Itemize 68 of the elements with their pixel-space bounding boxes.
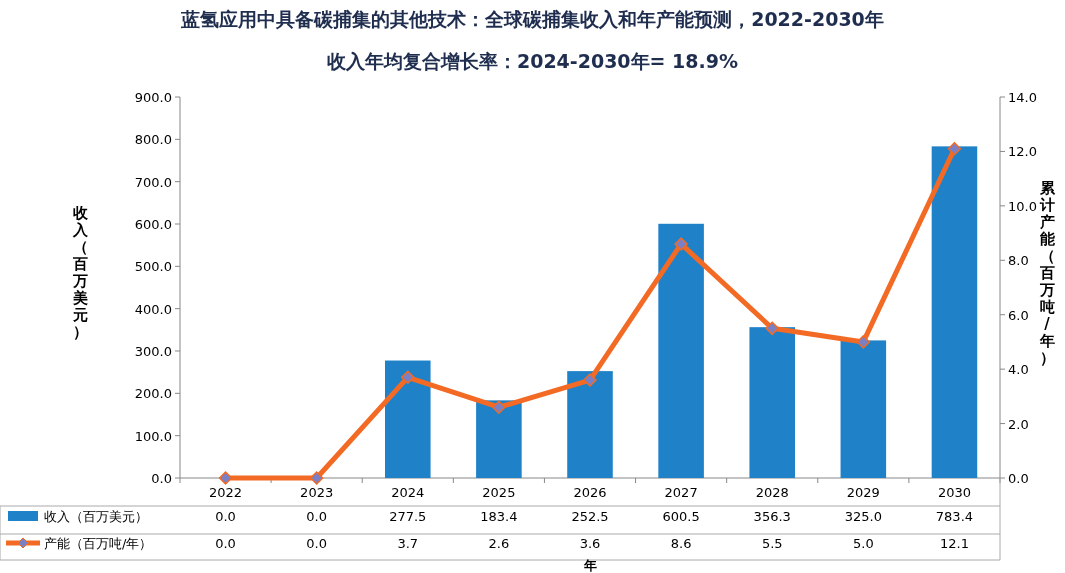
x-tick-label: 2028 — [755, 485, 789, 500]
y-tick-label: 0.0 — [151, 471, 172, 486]
y2-tick-label: 8.0 — [1008, 253, 1029, 269]
bar — [931, 146, 978, 478]
point — [401, 370, 415, 385]
y-tick-label: 700.0 — [134, 174, 172, 190]
data-label: 0.0 — [306, 536, 328, 551]
chart-subtitle: 收入年均复合增长率：2024-2030年= 18.9% — [326, 50, 739, 72]
bar — [385, 360, 431, 478]
data-label: 0.0 — [215, 509, 236, 524]
y-tick-label: 800.0 — [134, 132, 172, 148]
data-label: 3.6 — [579, 536, 601, 551]
data-label: 600.5 — [662, 509, 700, 524]
y2-tick-label: 6.0 — [1008, 307, 1029, 323]
data-label: 5.5 — [761, 536, 783, 551]
x-tick-label: 2030 — [937, 485, 971, 500]
bar — [567, 371, 613, 478]
x-tick-label: 2026 — [573, 485, 607, 500]
point — [218, 471, 233, 485]
y2-tick-label: 2.0 — [1008, 416, 1029, 432]
bar — [476, 400, 522, 478]
legend-label: 产能（百万吨/年） — [44, 536, 153, 551]
point — [947, 141, 962, 156]
x-tick-label: 2025 — [482, 485, 516, 500]
y2-tick-label: 4.0 — [1008, 362, 1029, 378]
y-tick-label: 200.0 — [134, 386, 172, 402]
x-tick-label: 2027 — [664, 485, 698, 500]
y-tick-label: 100.0 — [134, 428, 172, 444]
y2-tick-label: 14.0 — [1008, 90, 1037, 105]
point — [856, 335, 871, 349]
y-tick-label: 400.0 — [134, 301, 172, 317]
x-axis-title: 年 — [582, 558, 597, 573]
bar — [840, 340, 887, 478]
bar — [749, 327, 795, 478]
legend-label: 收入（百万美元） — [44, 509, 148, 524]
y-tick-label: 300.0 — [134, 344, 172, 359]
data-label: 0.0 — [215, 536, 236, 551]
bar — [658, 223, 704, 478]
y2-tick-label: 0.0 — [1008, 471, 1029, 486]
point — [583, 373, 597, 387]
data-label: 325.0 — [844, 509, 882, 524]
y-tick-label: 900.0 — [134, 90, 172, 105]
data-label: 183.4 — [480, 509, 518, 524]
data-label: 783.4 — [935, 509, 974, 524]
text: 累计产能（百万吨/年） — [1039, 178, 1055, 367]
data-label: 5.0 — [852, 536, 874, 551]
x-tick-label: 2023 — [300, 485, 334, 500]
data-label: 8.6 — [670, 536, 692, 551]
data-label: 0.0 — [306, 509, 328, 524]
data-label: 277.5 — [389, 509, 427, 524]
data-label: 252.5 — [571, 509, 609, 524]
data-label: 356.3 — [753, 509, 791, 524]
point — [765, 321, 779, 336]
x-tick-label: 2029 — [846, 485, 880, 500]
point — [674, 237, 688, 251]
y-tick-label: 500.0 — [134, 259, 172, 275]
chart-title: 蓝氢应用中具备碳捕集的其他技术：全球碳捕集收入和年产能预测，2022-2030年 — [180, 8, 884, 30]
point — [309, 471, 324, 485]
y-tick-label: 600.0 — [134, 217, 172, 232]
data-label: 3.7 — [397, 536, 419, 551]
data-label: 12.1 — [939, 536, 969, 551]
point — [492, 400, 506, 414]
data-label: 2.6 — [488, 536, 510, 551]
y2-tick-label: 10.0 — [1008, 198, 1037, 214]
y2-tick-label: 12.0 — [1008, 144, 1037, 160]
y-axis-title: 收入（百万美元） — [71, 204, 89, 341]
x-tick-label: 2024 — [391, 485, 425, 500]
x-tick-label: 2022 — [209, 485, 243, 500]
